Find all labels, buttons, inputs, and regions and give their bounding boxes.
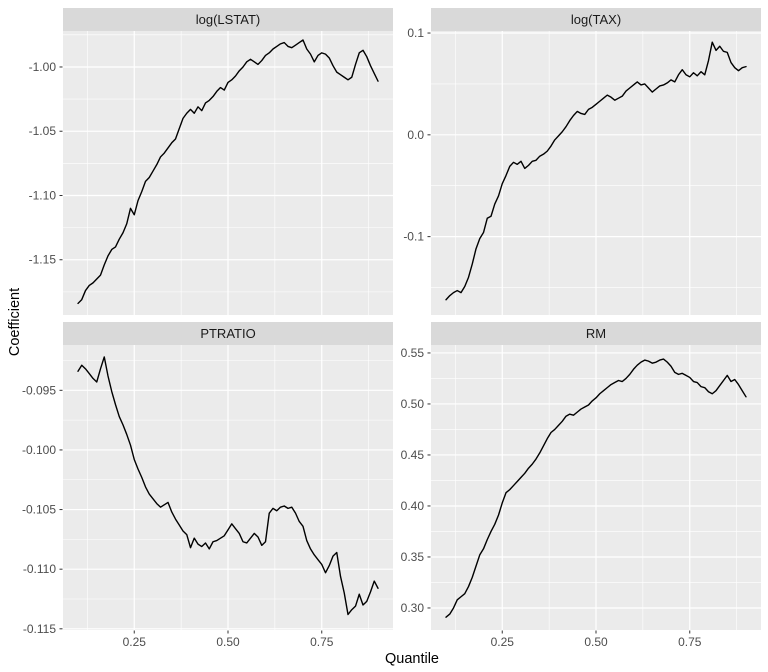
series-line-log-tax bbox=[445, 41, 747, 301]
y-tick-label: 0.1 bbox=[407, 26, 424, 40]
y-tick-label: 0.50 bbox=[401, 397, 425, 411]
y-tick-label: -0.105 bbox=[22, 503, 56, 517]
x-tick-label: 0.50 bbox=[584, 635, 608, 649]
x-tick-label: 0.75 bbox=[310, 635, 334, 649]
y-tick-label: 0.30 bbox=[401, 601, 425, 615]
facet-rm: RM 0.30 0.35 0.40 0.45 0.50 0.55 0.25 0.50 0.75 bbox=[401, 322, 761, 649]
facet-title: RM bbox=[586, 326, 606, 341]
y-tick-label: 0.0 bbox=[407, 128, 424, 142]
y-tick-label: -0.095 bbox=[22, 383, 56, 397]
facet-log-tax: log(TAX) -0.1 0.0 0.1 bbox=[403, 8, 761, 315]
x-tick-label: 0.25 bbox=[491, 635, 515, 649]
gridlines bbox=[63, 345, 393, 630]
facet-strip bbox=[431, 8, 761, 31]
facet-log-lstat: log(LSTAT) -1.15 -1.10 -1.05 -1.00 bbox=[29, 8, 393, 315]
y-tick-label: 0.40 bbox=[401, 499, 425, 513]
facet-strip bbox=[63, 8, 393, 31]
y-tick-label: -0.110 bbox=[23, 562, 56, 576]
y-tick-label: 0.35 bbox=[401, 550, 425, 564]
gridlines bbox=[431, 345, 761, 630]
y-tick-label: -0.1 bbox=[403, 230, 424, 244]
x-axis-title: Quantile bbox=[384, 651, 439, 667]
facet-title: log(LSTAT) bbox=[196, 12, 261, 27]
x-tick-label: 0.75 bbox=[678, 635, 702, 649]
series-line-rm bbox=[445, 358, 747, 618]
y-tick-label: -1.05 bbox=[29, 124, 57, 138]
y-tick-label: -1.00 bbox=[29, 60, 57, 74]
facet-strip bbox=[431, 322, 761, 345]
x-tick-label: 0.25 bbox=[123, 635, 147, 649]
x-tick-label: 0.50 bbox=[216, 635, 240, 649]
series-line-log-lstat bbox=[77, 39, 379, 305]
y-tick-label: -1.15 bbox=[29, 253, 57, 267]
gridlines bbox=[63, 31, 393, 315]
facet-title: PTRATIO bbox=[200, 326, 255, 341]
facet-strip bbox=[63, 322, 393, 345]
facet-ptratio: PTRATIO -0.115 -0.110 -0.105 -0.100 -0.095 0.2… bbox=[22, 322, 393, 649]
y-tick-label: 0.45 bbox=[401, 448, 425, 462]
y-tick-label: -1.10 bbox=[29, 188, 57, 202]
y-axis-title: Coefficient bbox=[6, 287, 23, 357]
y-tick-label: -0.100 bbox=[22, 443, 56, 457]
gridlines bbox=[431, 31, 761, 315]
y-tick-label: -0.115 bbox=[23, 622, 56, 636]
series-line-ptratio bbox=[77, 356, 379, 616]
facet-title: log(TAX) bbox=[571, 12, 621, 27]
y-tick-label: 0.55 bbox=[401, 346, 425, 360]
